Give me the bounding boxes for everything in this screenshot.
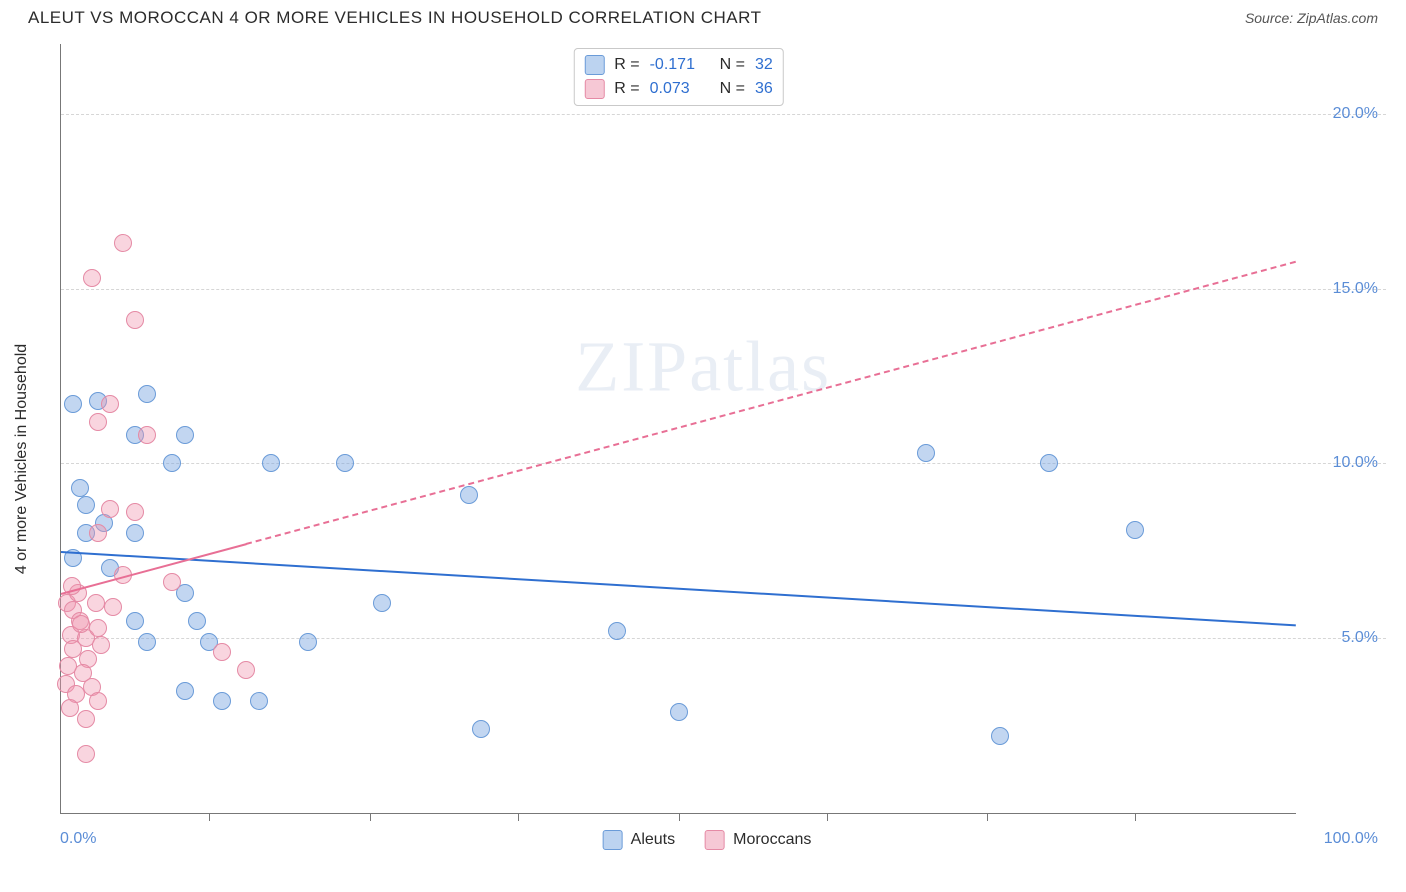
stat-n-label: N = bbox=[720, 56, 745, 74]
legend-swatch-moroccans bbox=[705, 830, 725, 850]
scatter-point-aleuts bbox=[126, 524, 144, 542]
legend-item-aleuts: Aleuts bbox=[603, 830, 675, 850]
y-tick-label: 15.0% bbox=[1333, 280, 1378, 298]
y-tick-label: 20.0% bbox=[1333, 105, 1378, 123]
x-tick bbox=[827, 813, 828, 821]
scatter-point-aleuts bbox=[373, 594, 391, 612]
trend-line bbox=[61, 551, 1296, 626]
scatter-point-moroccans bbox=[104, 598, 122, 616]
scatter-point-aleuts bbox=[77, 496, 95, 514]
scatter-point-aleuts bbox=[1126, 521, 1144, 539]
scatter-point-aleuts bbox=[299, 633, 317, 651]
x-tick bbox=[987, 813, 988, 821]
x-axis-max-label: 100.0% bbox=[1324, 830, 1378, 848]
series-legend: Aleuts Moroccans bbox=[603, 830, 812, 850]
gridline-h bbox=[61, 638, 1386, 639]
plot-area: ZIPatlas R =-0.171N =32R =0.073N =36 5.0… bbox=[60, 44, 1296, 814]
scatter-point-aleuts bbox=[991, 727, 1009, 745]
scatter-point-moroccans bbox=[126, 503, 144, 521]
scatter-point-aleuts bbox=[917, 444, 935, 462]
scatter-point-aleuts bbox=[213, 692, 231, 710]
legend-swatch-aleuts bbox=[584, 55, 604, 75]
scatter-point-moroccans bbox=[101, 395, 119, 413]
stats-legend: R = -0.171 N = 32 R = 0.073 N = 36 bbox=[573, 48, 783, 106]
trend-line bbox=[246, 261, 1296, 545]
scatter-point-aleuts bbox=[138, 385, 156, 403]
scatter-point-moroccans bbox=[89, 692, 107, 710]
x-axis-min-label: 0.0% bbox=[60, 830, 96, 848]
scatter-point-moroccans bbox=[114, 234, 132, 252]
scatter-point-aleuts bbox=[608, 622, 626, 640]
scatter-point-aleuts bbox=[670, 703, 688, 721]
stat-r-value: -0.171 bbox=[650, 56, 704, 74]
scatter-point-aleuts bbox=[188, 612, 206, 630]
scatter-point-moroccans bbox=[89, 524, 107, 542]
stat-n-value: 36 bbox=[755, 80, 773, 98]
scatter-point-aleuts bbox=[1040, 454, 1058, 472]
scatter-point-moroccans bbox=[89, 619, 107, 637]
scatter-point-aleuts bbox=[250, 692, 268, 710]
x-tick bbox=[1135, 813, 1136, 821]
legend-label: Moroccans bbox=[733, 831, 811, 849]
scatter-point-moroccans bbox=[77, 745, 95, 763]
scatter-point-aleuts bbox=[138, 633, 156, 651]
chart-container: 4 or more Vehicles in Household ZIPatlas… bbox=[28, 44, 1386, 874]
chart-title: ALEUT VS MOROCCAN 4 OR MORE VEHICLES IN … bbox=[28, 8, 761, 28]
legend-label: Aleuts bbox=[631, 831, 675, 849]
scatter-point-aleuts bbox=[71, 479, 89, 497]
source-label: Source: ZipAtlas.com bbox=[1245, 10, 1378, 26]
trend-line bbox=[61, 543, 247, 595]
x-tick bbox=[518, 813, 519, 821]
y-axis-label: 4 or more Vehicles in Household bbox=[13, 344, 31, 574]
scatter-point-aleuts bbox=[176, 682, 194, 700]
scatter-point-moroccans bbox=[237, 661, 255, 679]
scatter-point-moroccans bbox=[126, 311, 144, 329]
stat-n-value: 32 bbox=[755, 56, 773, 74]
y-tick-label: 10.0% bbox=[1333, 454, 1378, 472]
scatter-point-moroccans bbox=[101, 500, 119, 518]
scatter-point-aleuts bbox=[262, 454, 280, 472]
gridline-h bbox=[61, 463, 1386, 464]
x-tick bbox=[370, 813, 371, 821]
scatter-point-moroccans bbox=[77, 710, 95, 728]
legend-swatch-moroccans bbox=[584, 79, 604, 99]
stat-n-label: N = bbox=[720, 80, 745, 98]
scatter-point-moroccans bbox=[72, 615, 90, 633]
scatter-point-aleuts bbox=[460, 486, 478, 504]
scatter-point-moroccans bbox=[213, 643, 231, 661]
scatter-point-aleuts bbox=[163, 454, 181, 472]
scatter-point-aleuts bbox=[126, 612, 144, 630]
y-tick-label: 5.0% bbox=[1342, 629, 1378, 647]
stat-row-aleuts: R = -0.171 N = 32 bbox=[584, 53, 772, 77]
scatter-point-aleuts bbox=[336, 454, 354, 472]
scatter-point-aleuts bbox=[472, 720, 490, 738]
scatter-point-moroccans bbox=[87, 594, 105, 612]
scatter-point-moroccans bbox=[163, 573, 181, 591]
stat-r-value: 0.073 bbox=[650, 80, 704, 98]
scatter-point-aleuts bbox=[176, 426, 194, 444]
legend-item-moroccans: Moroccans bbox=[705, 830, 811, 850]
scatter-point-moroccans bbox=[83, 269, 101, 287]
x-tick bbox=[209, 813, 210, 821]
scatter-point-aleuts bbox=[64, 395, 82, 413]
gridline-h bbox=[61, 114, 1386, 115]
scatter-point-moroccans bbox=[92, 636, 110, 654]
scatter-point-moroccans bbox=[89, 413, 107, 431]
stat-r-label: R = bbox=[614, 56, 639, 74]
stat-row-moroccans: R = 0.073 N = 36 bbox=[584, 77, 772, 101]
stat-r-label: R = bbox=[614, 80, 639, 98]
x-tick bbox=[679, 813, 680, 821]
scatter-point-moroccans bbox=[138, 426, 156, 444]
scatter-point-moroccans bbox=[61, 699, 79, 717]
legend-swatch-aleuts bbox=[603, 830, 623, 850]
